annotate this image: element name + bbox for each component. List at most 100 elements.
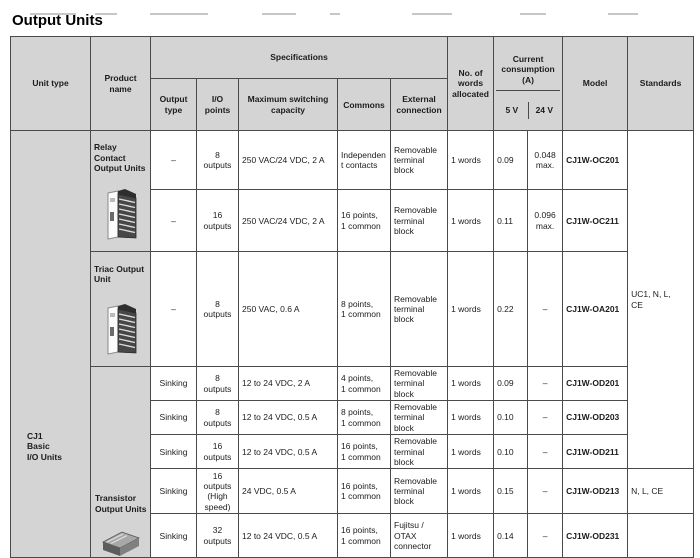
- table-row: CJ1 Basic I/O Units Relay Contact Output…: [10, 130, 695, 558]
- cell-commons: 16 points, 1 common: [337, 434, 391, 470]
- cell-24v: –: [527, 366, 564, 402]
- cell-output-type: Sinking: [150, 366, 197, 402]
- col-header-standards: Standards: [627, 35, 695, 132]
- col-header-external-connection: External connection: [389, 78, 449, 132]
- col-header-current-consumption: Current consumption (A) 5 V 24 V: [493, 35, 564, 132]
- cell-capacity: 12 to 24 VDC, 2 A: [238, 366, 338, 402]
- header-row-1: Unit type Product name Specifications No…: [10, 35, 695, 132]
- cell-words: 1 words: [447, 130, 495, 191]
- product-name-triac: Triac Output Unit: [94, 263, 145, 284]
- cell-model: CJ1W-OC201: [562, 130, 629, 191]
- cell-model: CJ1W-OA201: [562, 251, 629, 368]
- cell-24v: 0.048 max.: [527, 130, 564, 191]
- cell-words: 1 words: [447, 468, 495, 515]
- cell-io-points: 8 outputs: [196, 130, 239, 191]
- cell-5v: 0.10: [493, 400, 529, 436]
- cell-output-type: –: [150, 189, 197, 253]
- cell-model: CJ1W-OD201: [562, 366, 629, 402]
- col-header-commons: Commons: [337, 78, 391, 132]
- cell-commons: 16 points, 1 common: [337, 468, 391, 515]
- product-cell-relay: Relay Contact Output Units: [90, 130, 151, 253]
- cell-model: CJ1W-OD213: [562, 468, 629, 515]
- cell-external-connection: Removable terminal block: [389, 434, 449, 470]
- cell-5v: 0.09: [493, 366, 529, 402]
- col-header-output-type: Output type: [150, 78, 197, 132]
- cell-model: CJ1W-OD211: [562, 434, 629, 470]
- cell-words: 1 words: [447, 189, 495, 253]
- cell-external-connection: Removable terminal block: [389, 189, 449, 253]
- cell-words: 1 words: [447, 513, 495, 558]
- cell-5v: 0.11: [493, 189, 529, 253]
- output-units-table: Unit type Product name Specifications No…: [10, 35, 695, 558]
- table-row: Transistor Output Units Sinking 8 output…: [11, 366, 694, 558]
- unit-type-cell: CJ1 Basic I/O Units: [10, 130, 91, 558]
- cell-io-points: 8 outputs: [196, 251, 239, 368]
- col-header-unit-type: Unit type: [10, 35, 91, 132]
- product-name-transistor: Transistor Output Units: [95, 493, 147, 514]
- cell-io-points: 16 outputs: [196, 434, 239, 470]
- cell-output-type: –: [150, 130, 197, 191]
- cell-model: CJ1W-OC211: [562, 189, 629, 253]
- cell-words: 1 words: [447, 434, 495, 470]
- cell-io-points: 16 outputs (High speed): [196, 468, 239, 515]
- col-header-model: Model: [562, 35, 629, 132]
- cell-external-connection: Removable terminal block: [389, 130, 449, 191]
- cell-words: 1 words: [447, 366, 495, 402]
- cell-capacity: 250 VAC/24 VDC, 2 A: [238, 130, 338, 191]
- col-header-24v: 24 V: [527, 101, 561, 119]
- col-header-specifications: Specifications: [149, 35, 449, 80]
- cell-commons: Independen t contacts: [337, 130, 391, 191]
- cell-5v: 0.09: [493, 130, 529, 191]
- cell-output-type: Sinking: [150, 400, 197, 436]
- cell-words: 1 words: [447, 251, 495, 368]
- product-cell-triac: Triac Output Unit: [90, 251, 151, 368]
- cell-standards-group-3: [627, 513, 695, 558]
- cell-output-type: Sinking: [150, 434, 197, 470]
- cell-words: 1 words: [447, 400, 495, 436]
- cell-commons: 16 points, 1 common: [337, 189, 391, 253]
- cell-output-type: Sinking: [150, 468, 197, 515]
- col-header-words-allocated: No. of words allocated: [447, 35, 495, 132]
- cell-io-points: 32 outputs: [196, 513, 239, 558]
- cell-model: CJ1W-OD231: [562, 513, 629, 558]
- cell-capacity: 250 VAC/24 VDC, 2 A: [238, 189, 338, 253]
- cell-io-points: 16 outputs: [196, 189, 239, 253]
- col-header-io-points: I/O points: [196, 78, 239, 132]
- table-row: Triac Output Unit – 8 outputs: [11, 251, 694, 368]
- cell-24v: –: [527, 434, 564, 470]
- cell-24v: 0.096 max.: [527, 189, 564, 253]
- cell-capacity: 250 VAC, 0.6 A: [238, 251, 338, 368]
- cell-standards-group-1: UC1, N, L, CE: [627, 130, 695, 470]
- cell-capacity: 12 to 24 VDC, 0.5 A: [238, 400, 338, 436]
- cell-output-type: Sinking: [150, 513, 197, 558]
- cell-5v: 0.10: [493, 434, 529, 470]
- table-row: – 16 outputs 250 VAC/24 VDC, 2 A 16 poin…: [11, 189, 694, 253]
- voltage-subheader: 5 V 24 V: [496, 101, 561, 119]
- cell-capacity: 24 VDC, 0.5 A: [238, 468, 338, 515]
- page-title: Output Units: [12, 12, 103, 29]
- current-consumption-label: Current consumption (A): [496, 48, 561, 92]
- triac-unit-image: [107, 303, 136, 355]
- cell-io-points: 8 outputs: [196, 366, 239, 402]
- cell-external-connection: Removable terminal block: [389, 251, 449, 368]
- cell-external-connection: Removable terminal block: [389, 366, 449, 402]
- cell-24v: –: [527, 251, 564, 368]
- col-header-product-name: Product name: [90, 35, 151, 132]
- page-crop-artifact: [0, 12, 700, 16]
- transistor-unit-image: [102, 532, 140, 557]
- cell-capacity: 12 to 24 VDC, 0.5 A: [238, 513, 338, 558]
- cell-commons: 8 points, 1 common: [337, 400, 391, 436]
- cell-24v: –: [527, 400, 564, 436]
- col-header-5v: 5 V: [505, 105, 519, 116]
- cell-commons: 8 points, 1 common: [337, 251, 391, 368]
- relay-unit-image: [107, 188, 136, 240]
- cell-standards-group-2: N, L, CE: [627, 468, 695, 515]
- col-header-max-switching: Maximum switching capacity: [238, 78, 338, 132]
- product-cell-transistor: Transistor Output Units: [90, 366, 151, 558]
- cell-commons: 4 points, 1 common: [337, 366, 391, 402]
- cell-external-connection: Removable terminal block: [389, 400, 449, 436]
- product-name-relay: Relay Contact Output Units: [94, 142, 146, 174]
- cell-capacity: 12 to 24 VDC, 0.5 A: [238, 434, 338, 470]
- header-row-2: Output type I/O points Maximum switching…: [11, 78, 694, 132]
- unit-type-label: CJ1 Basic I/O Units: [27, 431, 62, 462]
